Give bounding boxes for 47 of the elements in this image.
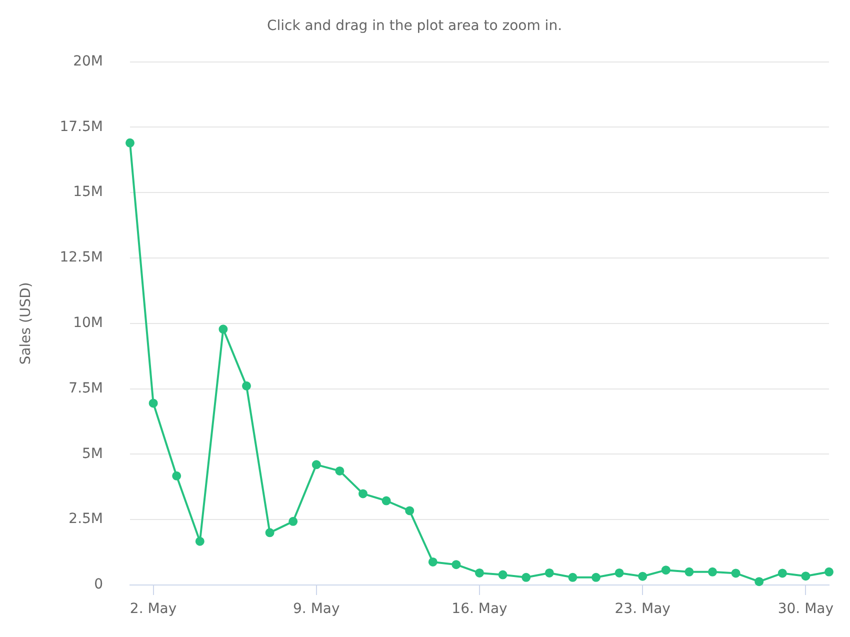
point	[335, 466, 344, 476]
y-axis-title: Sales (USD)	[18, 282, 34, 365]
point	[265, 528, 274, 538]
point	[801, 572, 810, 581]
point	[778, 568, 787, 578]
point	[544, 568, 554, 578]
y-tick-label: 7.5M	[68, 380, 103, 396]
point	[754, 577, 764, 586]
x-tick-label: 9. May	[293, 601, 340, 618]
point	[592, 572, 600, 582]
point	[218, 324, 228, 334]
point	[614, 568, 624, 578]
x-tick-label: 30. May	[778, 601, 834, 618]
point	[522, 572, 531, 582]
y-tick-label: 17.5M	[60, 118, 103, 135]
y-tick-label: 15M	[73, 184, 103, 200]
point	[568, 572, 578, 582]
x-tick-label: 23. May	[614, 601, 670, 618]
point	[452, 560, 461, 570]
y-tick-label: 20M	[73, 53, 103, 70]
point	[428, 557, 438, 566]
point	[148, 398, 158, 408]
point	[195, 536, 204, 546]
point	[312, 460, 321, 470]
point	[126, 138, 134, 148]
chart-subtitle: Click and drag in the plot area to zoom in.	[266, 18, 562, 34]
y-tick-label: 10M	[73, 315, 103, 332]
point	[661, 566, 670, 575]
y-tick-label: 12.5M	[60, 250, 103, 266]
point	[288, 516, 298, 526]
point	[824, 567, 834, 576]
point	[475, 568, 484, 578]
point	[708, 567, 717, 576]
x-tick-label: 16. May	[452, 601, 508, 618]
x-tick-label: 2. May	[130, 601, 177, 618]
y-tick-label: 2.5M	[68, 511, 103, 528]
point	[684, 567, 694, 576]
point	[172, 471, 182, 480]
point	[731, 568, 740, 578]
point	[242, 381, 251, 390]
point	[638, 572, 648, 581]
point	[498, 570, 508, 580]
y-tick-label: 5M	[82, 446, 103, 462]
y-tick-label: 0	[94, 576, 103, 593]
point	[358, 489, 368, 498]
point	[405, 506, 414, 516]
point	[382, 496, 391, 506]
